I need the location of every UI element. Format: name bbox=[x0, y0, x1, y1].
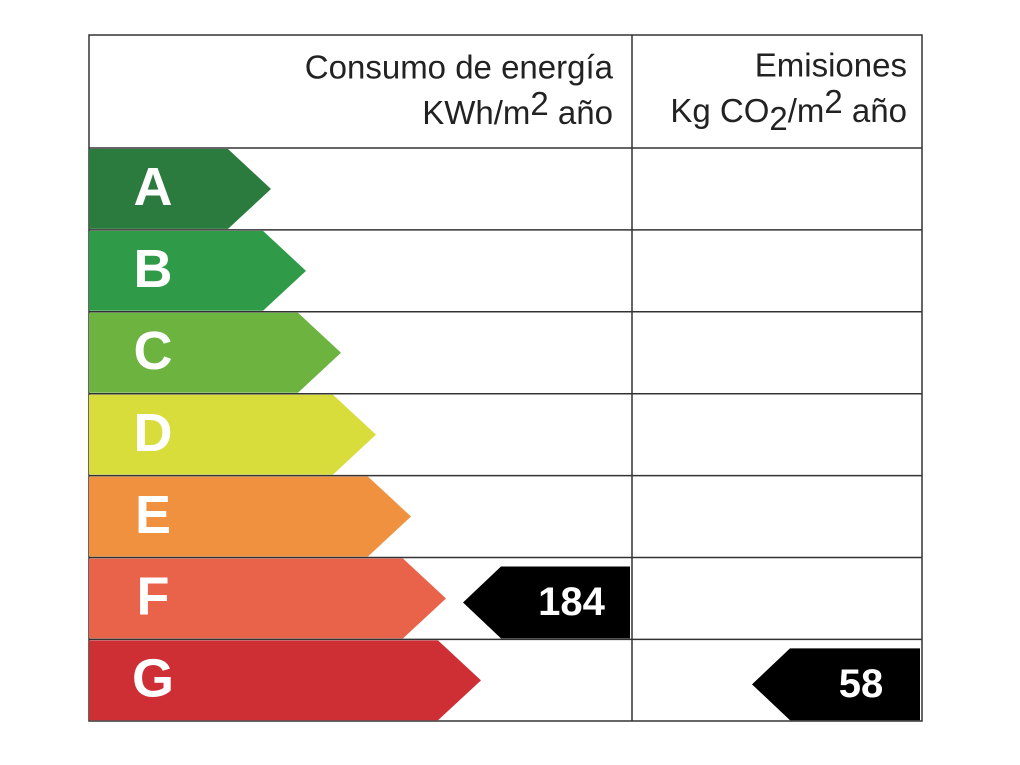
unit-part: 2 bbox=[769, 100, 787, 137]
rating-arrow bbox=[89, 640, 481, 721]
value-label: 184 bbox=[538, 580, 605, 624]
rating-arrow bbox=[89, 149, 271, 229]
rating-letter: E bbox=[135, 485, 171, 545]
unit-part: 2 bbox=[530, 85, 548, 122]
emissions-unit: Kg CO2/m2 año bbox=[670, 83, 907, 137]
value-arrow bbox=[752, 648, 920, 721]
rating-arrow bbox=[89, 230, 306, 311]
value-label: 58 bbox=[839, 662, 884, 706]
rating-letter: A bbox=[134, 157, 173, 217]
energy-unit: KWh/m2 año bbox=[422, 85, 613, 130]
unit-part: año bbox=[549, 94, 613, 131]
unit-part: /m bbox=[788, 92, 825, 129]
rating-letter: C bbox=[134, 321, 173, 381]
rating-letter: D bbox=[134, 403, 173, 463]
value-arrow bbox=[463, 566, 630, 639]
emissions-title: Emisiones bbox=[755, 47, 907, 84]
unit-part: 2 bbox=[824, 83, 842, 120]
rating-arrow bbox=[89, 394, 376, 475]
energy-title: Consumo de energía bbox=[305, 49, 614, 86]
rating-letter: B bbox=[134, 239, 173, 299]
rating-letter: G bbox=[132, 649, 174, 709]
rating-arrow bbox=[89, 312, 341, 393]
unit-part: año bbox=[843, 92, 907, 129]
rating-arrow bbox=[89, 476, 411, 557]
unit-part: Kg CO bbox=[670, 92, 769, 129]
unit-part: KWh/m bbox=[422, 94, 530, 131]
rating-arrow bbox=[89, 558, 446, 639]
rating-letter: F bbox=[137, 567, 170, 627]
